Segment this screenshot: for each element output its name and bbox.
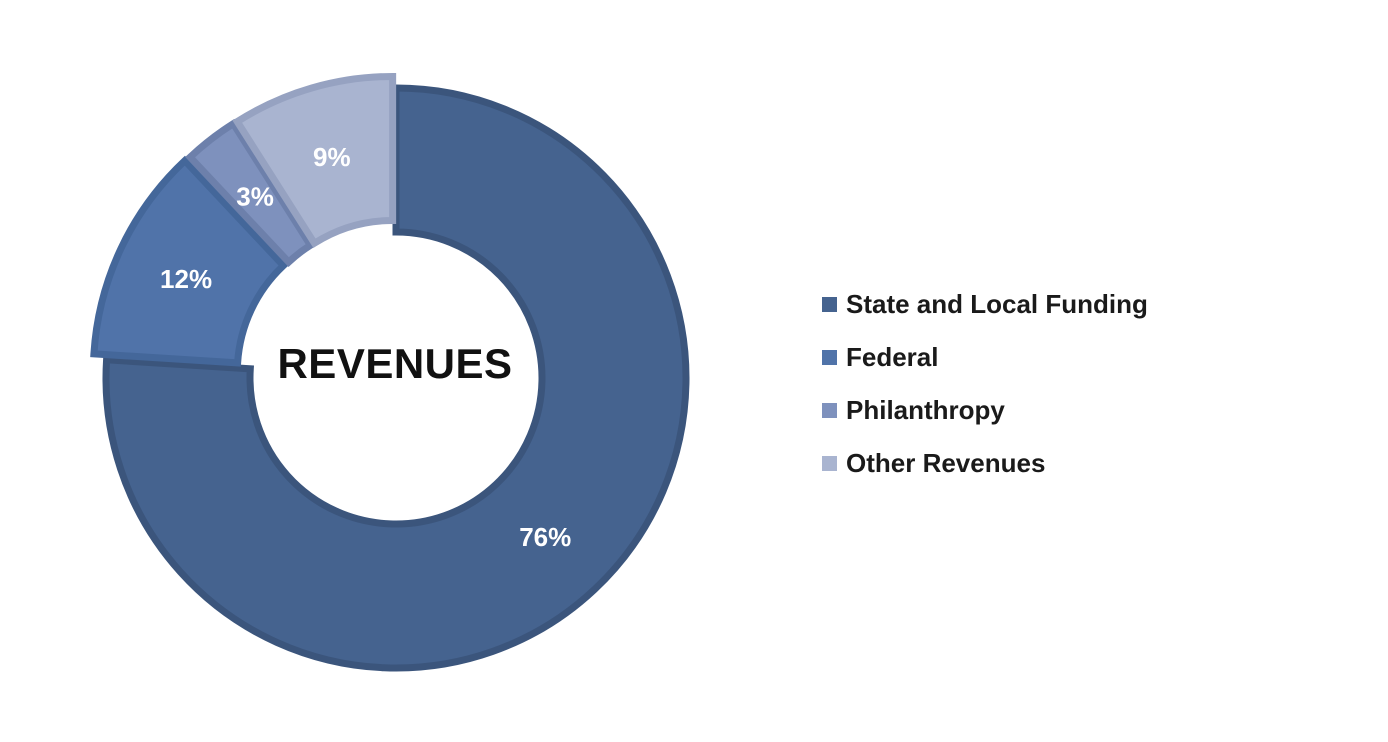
legend-item-other-revenues: Other Revenues [822,437,1148,490]
legend-label: Philanthropy [846,395,1005,425]
slice-philanthropy [185,118,316,268]
legend-swatch-icon [822,350,837,365]
legend-item-federal: Federal [822,331,1148,384]
legend-swatch-icon [822,297,837,312]
slice-state-and-local-funding [102,84,690,672]
slices-layer [90,72,690,672]
legend-item-philanthropy: Philanthropy [822,384,1148,437]
slice-other-revenues [232,72,397,249]
data-label-other-revenues: 9% [313,142,351,172]
legend-label: Federal [846,342,939,372]
slice-federal [90,155,289,367]
donut-center-label: REVENUES [277,340,513,387]
legend: State and Local Funding Federal Philanthro… [822,278,1148,490]
slice-labels-layer: 76% 12% 3% 9% [160,142,571,552]
legend-swatch-icon [822,403,837,418]
data-label-philanthropy: 3% [236,181,274,211]
data-label-federal: 12% [160,264,212,294]
legend-swatch-icon [822,456,837,471]
legend-label: Other Revenues [846,448,1046,478]
legend-label: State and Local Funding [846,289,1148,319]
data-label-state-and-local-funding: 76% [519,522,571,552]
legend-item-state-and-local-funding: State and Local Funding [822,278,1148,331]
